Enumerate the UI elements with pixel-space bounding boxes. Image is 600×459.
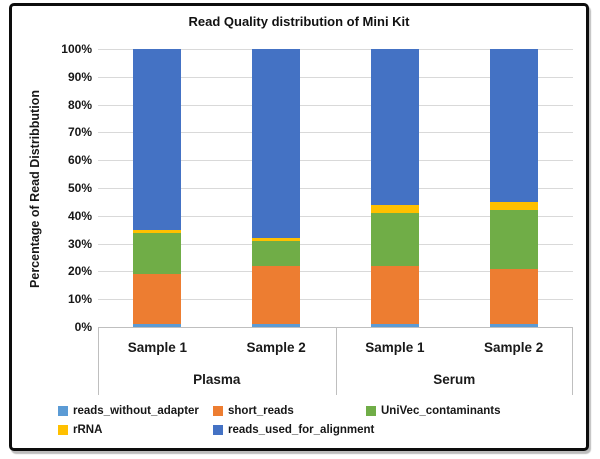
grid-line <box>98 188 573 189</box>
grid-line <box>98 132 573 134</box>
grid-line <box>98 160 573 162</box>
bar-segment <box>370 324 419 327</box>
bar-segment <box>489 210 538 269</box>
sample-label: Sample 2 <box>246 340 306 355</box>
bar-segment <box>252 324 301 327</box>
chart-canvas: Read Quality distribution of Mini Kit Pe… <box>12 6 586 448</box>
sample-label: Sample 2 <box>483 340 544 355</box>
bar-segment <box>489 49 538 202</box>
sample-label-row: Sample 1 Sample 2 Sample 1 Sample 2 <box>98 340 573 355</box>
bar-segment <box>252 265 301 325</box>
legend-swatch <box>213 425 223 435</box>
legend-swatch <box>366 406 376 416</box>
stacked-bar <box>370 49 419 327</box>
category-axis-divider-line <box>335 328 337 395</box>
legend-label: rRNA <box>73 424 103 436</box>
bar-segment <box>133 324 182 327</box>
bar-segment <box>133 274 182 325</box>
legend-item: short_reads <box>213 405 366 417</box>
sample-label: Sample 1 <box>365 340 425 355</box>
grid-line <box>98 243 573 245</box>
legend-label: short_reads <box>228 405 294 417</box>
bar-segment <box>133 232 182 275</box>
grid-line <box>98 49 573 50</box>
group-label: Serum <box>433 372 476 387</box>
category-axis-left-line <box>98 328 99 395</box>
chart-title: Read Quality distribution of Mini Kit <box>188 14 410 29</box>
legend-label: reads_used_for_alignment <box>228 424 375 436</box>
y-tick-label: 40% <box>67 208 92 223</box>
grid-line <box>98 215 573 217</box>
stacked-bar <box>252 49 301 327</box>
chart-frame: Read Quality distribution of Mini Kit Pe… <box>9 3 589 451</box>
bar-segment <box>489 324 538 327</box>
plot-area: 100% 90% 80% 70% 60% 50% 40% 30% 20% 10% 0% <box>61 42 573 334</box>
bar-segment <box>489 201 538 211</box>
grid-line <box>98 299 573 301</box>
y-tick-label: 20% <box>67 264 92 279</box>
group-label-row: Plasma Serum <box>98 372 573 387</box>
y-tick-label: 70% <box>67 125 92 140</box>
y-tick-label: 80% <box>67 97 92 112</box>
stacked-bar <box>489 49 538 327</box>
y-tick-label: 100% <box>61 42 92 56</box>
y-tick-label: 0% <box>74 320 92 334</box>
bar-segment <box>252 240 301 266</box>
y-tick-label: 60% <box>67 153 92 168</box>
grid-line <box>98 271 573 273</box>
grid-line <box>98 76 573 78</box>
grid-line <box>98 104 573 106</box>
legend-item: UniVec_contaminants <box>366 405 501 417</box>
legend-swatch <box>58 425 68 435</box>
bar-segment <box>489 268 538 325</box>
y-axis-title-text: Percentage of Read Distribbution <box>28 89 42 288</box>
group-label: Plasma <box>193 372 241 387</box>
legend-item: reads_used_for_alignment <box>213 424 374 436</box>
legend-swatch <box>58 406 68 416</box>
legend-item: reads_without_adapter <box>58 405 213 417</box>
bar-segment <box>370 213 419 266</box>
legend-swatch <box>213 406 223 416</box>
bar-segment <box>133 49 182 230</box>
y-tick-label: 10% <box>67 292 92 307</box>
legend-label: reads_without_adapter <box>73 405 199 417</box>
y-tick-label: 30% <box>67 236 92 251</box>
y-tick-label: 90% <box>67 69 92 84</box>
bar-segment <box>370 204 419 214</box>
bar-segment <box>370 265 419 325</box>
y-tick-label: 50% <box>67 181 92 195</box>
bar-segment <box>252 238 301 241</box>
y-axis-title: Percentage of Read Distribbution <box>25 49 45 328</box>
category-axis-right-line <box>572 328 573 395</box>
category-axis: Sample 1 Sample 2 Sample 1 Sample 2 Plasma S… <box>98 328 573 395</box>
bar-segment <box>370 49 419 205</box>
bar-segment <box>133 229 182 233</box>
sample-label: Sample 1 <box>127 340 188 355</box>
bar-segment <box>252 49 301 239</box>
legend-label: UniVec_contaminants <box>381 405 501 417</box>
stacked-bar <box>133 49 182 327</box>
legend-item: rRNA <box>58 424 213 436</box>
chart-legend: reads_without_adapter short_reads UniVec_c… <box>58 405 501 436</box>
